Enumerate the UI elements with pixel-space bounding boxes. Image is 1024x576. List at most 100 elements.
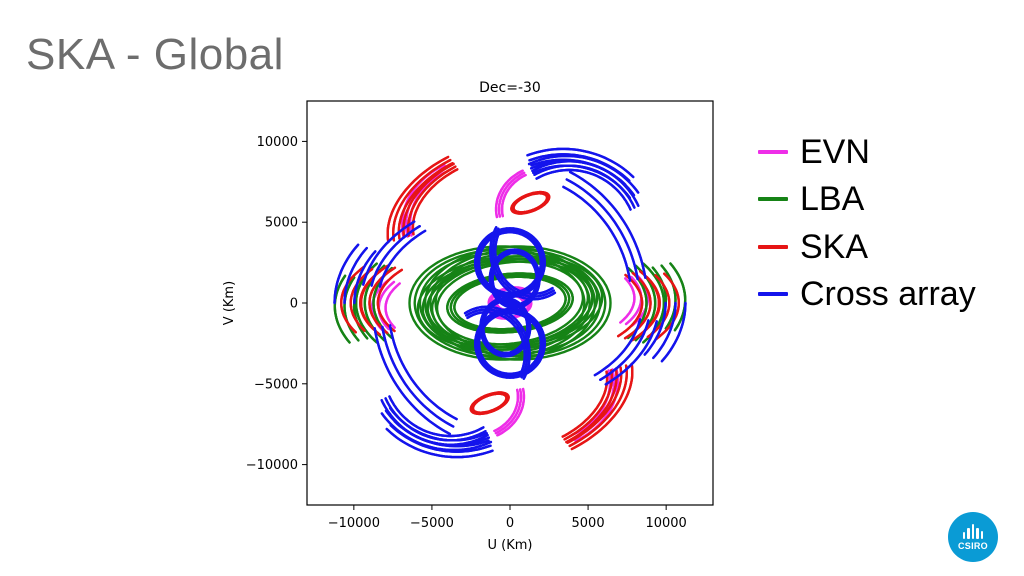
uv-track: [386, 155, 450, 244]
uv-track: [397, 162, 454, 240]
uv-track: [500, 173, 527, 218]
uv-track: [593, 318, 642, 377]
uv-track: [599, 319, 650, 381]
uv-track: [343, 246, 368, 305]
uv-track: [535, 168, 632, 211]
uv-track: [604, 320, 658, 386]
uv-track: [494, 228, 554, 295]
legend-item-ska: SKA: [758, 223, 976, 271]
uv-track: [392, 158, 452, 242]
uv-track: [389, 424, 492, 453]
uv-track: [388, 395, 485, 438]
uv-track: [385, 427, 494, 459]
uv-track: [376, 268, 403, 333]
x-tick-label: 10000: [645, 516, 686, 531]
uv-track: [493, 388, 520, 433]
x-tick-label: −5000: [410, 516, 454, 531]
uv-track: [569, 170, 647, 279]
uv-track: [489, 226, 557, 301]
uv-track: [568, 364, 628, 448]
uv-track: [562, 185, 632, 282]
uv-track: [532, 164, 632, 200]
legend-item-evn: EVN: [758, 128, 976, 176]
uv-track: [408, 245, 597, 361]
legend-item-lba: LBA: [758, 176, 976, 224]
uv-track: [333, 243, 360, 305]
x-tick-label: 5000: [572, 516, 605, 531]
uv-track: [362, 220, 416, 286]
uv-track: [651, 266, 668, 328]
legend-label-evn: EVN: [800, 132, 870, 171]
y-tick-label: 5000: [265, 216, 298, 231]
uv-track: [570, 362, 634, 451]
uv-track: [660, 301, 687, 363]
uv-track: [528, 153, 631, 183]
axis-ticks: −10000 −5000 0 5000 10000 −10000 −5000 0 5000 100…: [246, 135, 687, 531]
uv-track: [496, 387, 526, 437]
uv-track: [471, 392, 508, 414]
chart-title: Dec=-30: [479, 80, 541, 96]
uv-track: [619, 277, 636, 324]
uv-track: [512, 192, 549, 214]
uv-track: [512, 192, 549, 214]
legend-swatch-ska: [758, 244, 788, 249]
uv-track: [655, 272, 681, 341]
uv-track: [530, 158, 627, 186]
uv-tracks: [333, 147, 687, 459]
csiro-logo: CSIRO: [948, 512, 998, 562]
uv-track: [370, 224, 421, 287]
uv-track: [652, 301, 677, 360]
uv-track: [491, 227, 555, 298]
uv-track: [465, 308, 529, 379]
series-ska: [339, 155, 681, 451]
uv-track: [402, 162, 455, 239]
uv-track: [429, 248, 607, 358]
uv-track: [497, 171, 526, 218]
legend-swatch-cross-array: [758, 292, 788, 297]
legend-label-lba: LBA: [800, 180, 865, 219]
uv-track: [565, 367, 618, 444]
y-tick-label: −5000: [254, 377, 298, 392]
uv-track: [381, 325, 455, 428]
uv-track: [566, 366, 623, 444]
y-tick-label: 0: [290, 297, 298, 312]
uv-track: [384, 282, 401, 329]
uv-track: [378, 229, 427, 288]
uv-track: [349, 267, 374, 332]
legend-swatch-evn: [758, 149, 788, 154]
uv-track: [491, 251, 538, 306]
y-tick-label: −10000: [246, 458, 298, 473]
uv-track: [469, 391, 510, 416]
uv-track: [494, 169, 524, 219]
legend-label-cross-array: Cross array: [800, 275, 976, 314]
uv-track: [565, 178, 639, 281]
slide-title: SKA - Global: [26, 30, 284, 79]
uv-track: [488, 248, 541, 310]
uv-track: [669, 262, 687, 332]
uv-track: [480, 298, 530, 356]
y-axis-label: V (Km): [222, 281, 237, 325]
uv-track: [423, 245, 612, 361]
uv-track: [646, 274, 671, 339]
uv-track: [466, 311, 526, 378]
uv-track: [494, 388, 523, 435]
uv-track: [471, 392, 508, 414]
csiro-logo-icon: [962, 523, 984, 539]
uv-track: [463, 305, 531, 380]
uv-track: [526, 147, 635, 179]
x-axis-label: U (Km): [488, 538, 533, 553]
uv-track: [479, 296, 532, 358]
legend-label-ska: SKA: [800, 227, 869, 266]
uv-track: [617, 273, 644, 338]
legend-swatch-lba: [758, 197, 788, 202]
legend: EVN LBA SKA Cross array: [758, 128, 976, 318]
uv-track: [388, 406, 488, 442]
uv-track: [373, 327, 451, 436]
uv-track: [339, 265, 365, 334]
legend-item-cross-array: Cross array: [758, 271, 976, 319]
csiro-logo-text: CSIRO: [957, 541, 988, 551]
series-cross-array: [333, 147, 687, 459]
uv-track: [388, 324, 458, 421]
uv-track: [643, 301, 667, 356]
